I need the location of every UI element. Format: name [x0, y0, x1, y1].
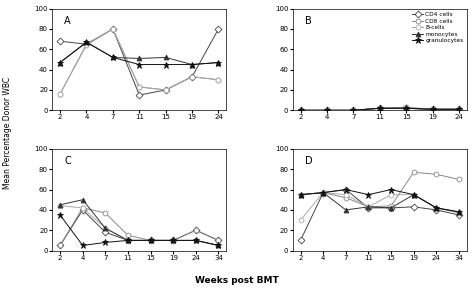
Text: C: C	[64, 156, 71, 166]
Text: Weeks post BMT: Weeks post BMT	[195, 276, 279, 285]
Text: B: B	[305, 16, 311, 26]
Text: A: A	[64, 16, 71, 26]
Text: Mean Percentage Donor WBC: Mean Percentage Donor WBC	[3, 76, 11, 189]
Legend: CD4 cells, CD8 cells, B-cells, monocytes, granulocytes: CD4 cells, CD8 cells, B-cells, monocytes…	[412, 12, 464, 44]
Text: D: D	[305, 156, 312, 166]
